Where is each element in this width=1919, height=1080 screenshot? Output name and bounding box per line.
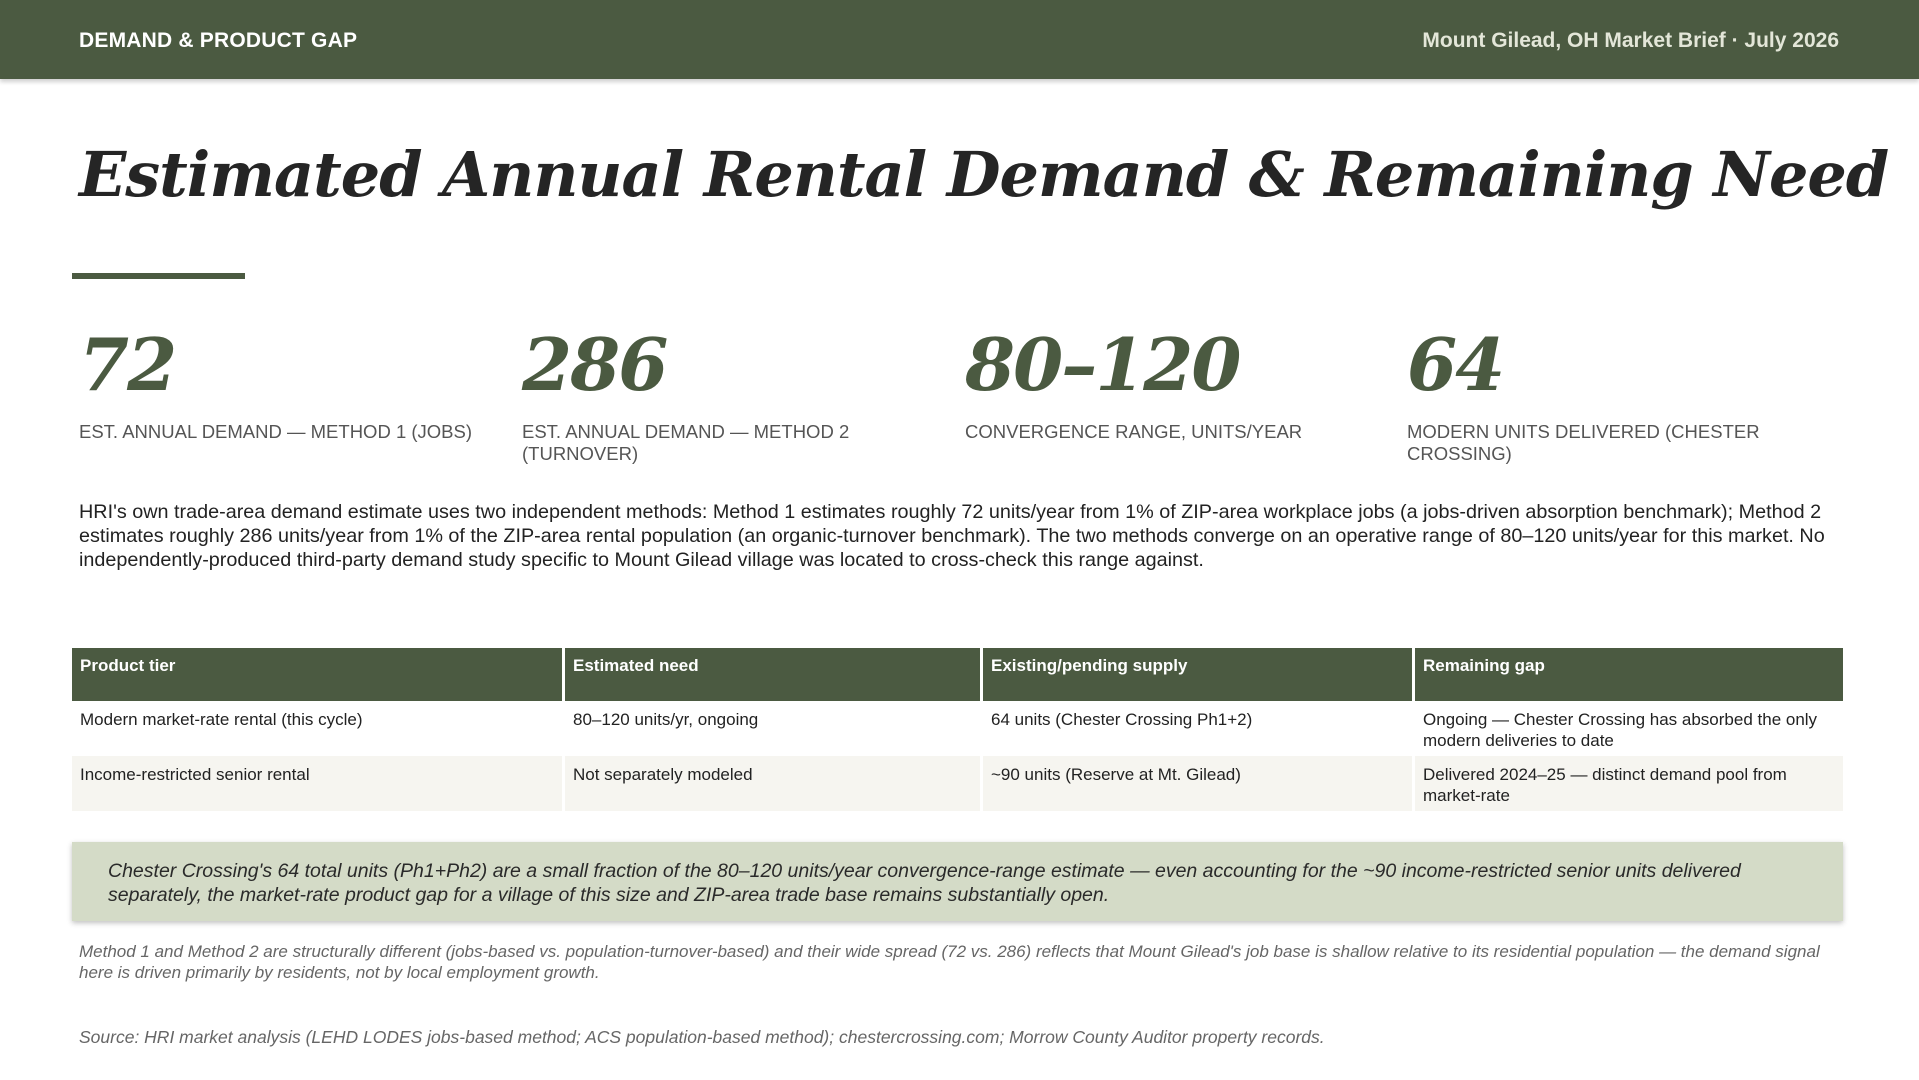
page-title: Estimated Annual Rental Demand & Remaini…: [79, 138, 1889, 211]
stat-value: 80–120: [965, 322, 1242, 407]
stat-label: MODERN UNITS DELIVERED (CHESTER CROSSING…: [1407, 421, 1760, 464]
column-header: Estimated need: [562, 648, 980, 701]
intro-paragraph: HRI's own trade-area demand estimate use…: [79, 501, 1825, 571]
stat-convergence-range: 80–120 CONVERGENCE RANGE, UNITS/YEAR: [965, 320, 1365, 443]
column-header: Existing/pending supply: [980, 648, 1412, 701]
table-cell: Delivered 2024–25 — distinct demand pool…: [1412, 756, 1843, 811]
stat-label: EST. ANNUAL DEMAND — METHOD 1 (JOBS): [79, 421, 473, 442]
brief-title: Mount Gilead, OH Market Brief · July 202…: [1422, 29, 1839, 52]
table-cell: Modern market-rate rental (this cycle): [72, 701, 562, 756]
methodology-note: Method 1 and Method 2 are structurally d…: [79, 942, 1820, 982]
product-gap-table: Product tier Estimated need Existing/pen…: [72, 648, 1843, 811]
stat-label: EST. ANNUAL DEMAND — METHOD 2 (TURNOVER): [522, 421, 850, 464]
stat-value: 286: [522, 322, 668, 407]
column-header: Remaining gap: [1412, 648, 1843, 701]
stat-value: 64: [1407, 322, 1505, 407]
stat-label: CONVERGENCE RANGE, UNITS/YEAR: [965, 421, 1303, 442]
stat-method-2: 286 EST. ANNUAL DEMAND — METHOD 2 (TURNO…: [522, 320, 922, 465]
table-cell: 64 units (Chester Crossing Ph1+2): [980, 701, 1412, 756]
table-cell: ~90 units (Reserve at Mt. Gilead): [980, 756, 1412, 811]
callout-box: Chester Crossing's 64 total units (Ph1+P…: [72, 842, 1843, 921]
title-underline: [72, 273, 245, 279]
table-row: Income-restricted senior rental Not sepa…: [72, 756, 1843, 811]
table-cell: Not separately modeled: [562, 756, 980, 811]
source-note: Source: HRI market analysis (LEHD LODES …: [79, 1027, 1325, 1047]
table-header-row: Product tier Estimated need Existing/pen…: [72, 648, 1843, 701]
table-cell: 80–120 units/yr, ongoing: [562, 701, 980, 756]
section-label: DEMAND & PRODUCT GAP: [79, 29, 358, 52]
table-cell: Ongoing — Chester Crossing has absorbed …: [1412, 701, 1843, 756]
table-row: Modern market-rate rental (this cycle) 8…: [72, 701, 1843, 756]
stat-modern-units: 64 MODERN UNITS DELIVERED (CHESTER CROSS…: [1407, 320, 1807, 465]
stat-method-1: 72 EST. ANNUAL DEMAND — METHOD 1 (JOBS): [79, 320, 479, 443]
stat-value: 72: [79, 322, 177, 407]
column-header: Product tier: [72, 648, 562, 701]
header-bar: DEMAND & PRODUCT GAP Mount Gilead, OH Ma…: [0, 0, 1919, 79]
table-cell: Income-restricted senior rental: [72, 756, 562, 811]
